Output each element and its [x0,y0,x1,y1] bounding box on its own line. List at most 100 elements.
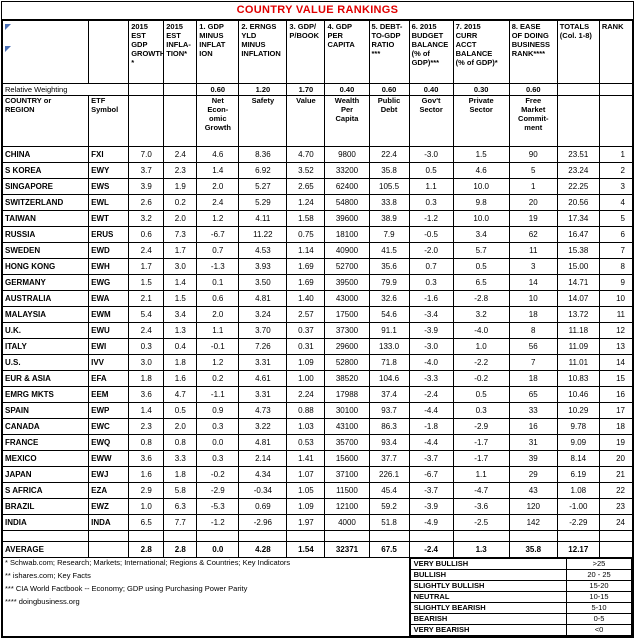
rank-cell: 11 [598,306,634,323]
legend-row: VERY BEARISH <0 [410,624,632,636]
value-cell: 11.09 [556,338,600,355]
value-cell: 37100 [324,466,370,483]
value-cell: 3.3 [163,450,198,467]
column-header-text: 7. 2015 CURR ACCT BALANCE (% of GDP)* [455,22,498,67]
country-cell: SWITZERLAND [1,194,90,211]
value-cell: 2.6 [128,194,165,211]
weighting-value: 0.60 [368,83,410,96]
value-cell: 2.3 [163,162,198,179]
value-cell: 4000 [324,514,370,531]
value-cell: 8 [508,322,558,339]
value-cell: 1.5 [163,290,198,307]
country-cell: JAPAN [1,466,90,483]
column-subheader-budget-balance: Gov't Sector [408,95,454,147]
weighting-value: 0.40 [324,83,370,96]
value-cell: 13.72 [556,306,600,323]
value-cell: 22.4 [368,146,410,163]
rank-cell: 2 [598,162,634,179]
value-cell: 11500 [324,482,370,499]
column-header-text: 2015 EST INFLA- TION* [166,22,191,58]
value-cell: 35700 [324,434,370,451]
value-cell: 1.40 [286,290,326,307]
etf-symbol-cell: EWI [88,338,130,355]
table-row: FRANCE EWQ 0.8 0.8 0.0 4.81 0.53 35700 93.4 -4.4-… [1,434,634,451]
value-cell: 5.27 [238,178,288,195]
country-cell: BRAZIL [1,498,90,515]
value-cell: 39500 [324,274,370,291]
rank-cell: 19 [598,434,634,451]
column-header-row: 2015 EST GDP GROWTH * 2015 EST INFLA- TIO… [1,20,634,84]
value-cell: 20.56 [556,194,600,211]
table-row: CANADA EWC 2.3 2.0 0.3 3.22 1.03 43100 86.3 -1.8-… [1,418,634,435]
value-cell: 0.5 [452,258,510,275]
value-cell: 3.50 [238,274,288,291]
value-cell: 6.92 [238,162,288,179]
value-cell: 2.0 [196,178,240,195]
etf-symbol-cell: EWH [88,258,130,275]
value-cell: 4.6 [196,146,240,163]
table-row: GERMANY EWG 1.5 1.4 0.1 3.50 1.69 39500 79.9 0.3 6… [1,274,634,291]
value-cell: 1.0 [128,498,165,515]
value-cell: 54800 [324,194,370,211]
value-cell: 0.3 [408,274,454,291]
weighting-value: 1.70 [286,83,326,96]
etf-symbol-cell: INDA [88,514,130,531]
etf-symbol-cell: EWD [88,242,130,259]
country-cell: RUSSIA [1,226,90,243]
value-cell: 3.52 [286,162,326,179]
value-cell: 2.4 [196,194,240,211]
value-cell: 3.7 [128,162,165,179]
average-cell: 1.3 [452,541,510,558]
column-subheader-value: Value [286,95,326,147]
value-cell: 5.7 [452,242,510,259]
rank-cell: 21 [598,466,634,483]
etf-symbol-cell: EWP [88,402,130,419]
country-cell: AUSTRALIA [1,290,90,307]
value-cell: 120 [508,498,558,515]
value-cell: 7.26 [238,338,288,355]
average-cell: 2.8 [163,541,198,558]
value-cell: -0.34 [238,482,288,499]
value-cell: 9.78 [556,418,600,435]
average-cell: 67.5 [368,541,410,558]
value-cell: 5.8 [163,482,198,499]
table-body: CHINA FXI 7.0 2.4 4.6 8.36 4.70 9800 22.4 -3.0 1.5… [1,146,634,558]
value-cell: 62400 [324,178,370,195]
value-cell: -1.3 [196,258,240,275]
column-subheader-net-growth: Net Econ- omic Growth [196,95,240,147]
column-subheader-inflation [163,95,198,147]
weighting-value [128,83,165,96]
value-cell: 1.69 [286,258,326,275]
value-cell: 41.5 [368,242,410,259]
value-cell: -6.7 [196,226,240,243]
value-cell: -2.4 [408,386,454,403]
value-cell: -4.0 [408,354,454,371]
rank-cell: 9 [598,274,634,291]
average-cell: 0.0 [196,541,240,558]
value-cell: 1.08 [556,482,600,499]
legend-row: BULLISH 20 - 25 [410,569,632,581]
value-cell: 15600 [324,450,370,467]
country-cell: HONG KONG [1,258,90,275]
value-cell: 2.0 [196,306,240,323]
country-cell: TAIWAN [1,210,90,227]
country-cell: U.S. [1,354,90,371]
value-cell: 45.4 [368,482,410,499]
value-cell: 1.03 [286,418,326,435]
value-cell: 8.36 [238,146,288,163]
legend-row: VERY BULLISH >25 [410,558,632,570]
column-header-budget-balance: 6. 2015 BUDGET BALANCE (% of GDP)*** [408,20,454,84]
value-cell: 23.51 [556,146,600,163]
etf-symbol-cell: FXI [88,146,130,163]
value-cell: 11 [508,242,558,259]
value-cell: 0.7 [196,242,240,259]
column-header-text: RANK [601,22,624,31]
value-cell: 3.2 [452,306,510,323]
value-cell: 0.0 [196,434,240,451]
value-cell: 1.1 [196,322,240,339]
rank-cell: 6 [598,226,634,243]
etf-symbol-cell: EWT [88,210,130,227]
rank-cell: 18 [598,418,634,435]
rank-cell: 1 [598,146,634,163]
